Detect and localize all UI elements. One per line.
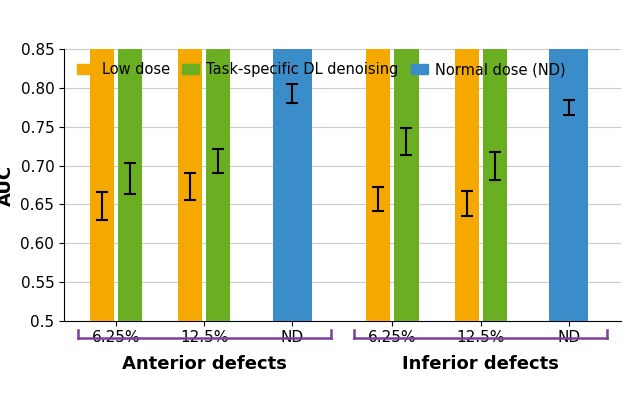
Legend: Low dose, Task-specific DL denoising, Normal dose (ND): Low dose, Task-specific DL denoising, No… xyxy=(71,57,572,83)
Bar xyxy=(273,0,312,321)
Bar xyxy=(178,0,202,321)
Bar xyxy=(394,0,419,321)
Bar xyxy=(483,0,507,321)
Bar xyxy=(550,0,588,321)
Bar xyxy=(206,0,230,321)
Text: Anterior defects: Anterior defects xyxy=(122,355,287,373)
Bar xyxy=(454,0,479,321)
Text: Inferior defects: Inferior defects xyxy=(402,355,559,373)
Bar xyxy=(367,0,390,321)
Bar xyxy=(90,0,114,321)
Y-axis label: AUC: AUC xyxy=(0,164,15,206)
Bar xyxy=(118,0,142,321)
